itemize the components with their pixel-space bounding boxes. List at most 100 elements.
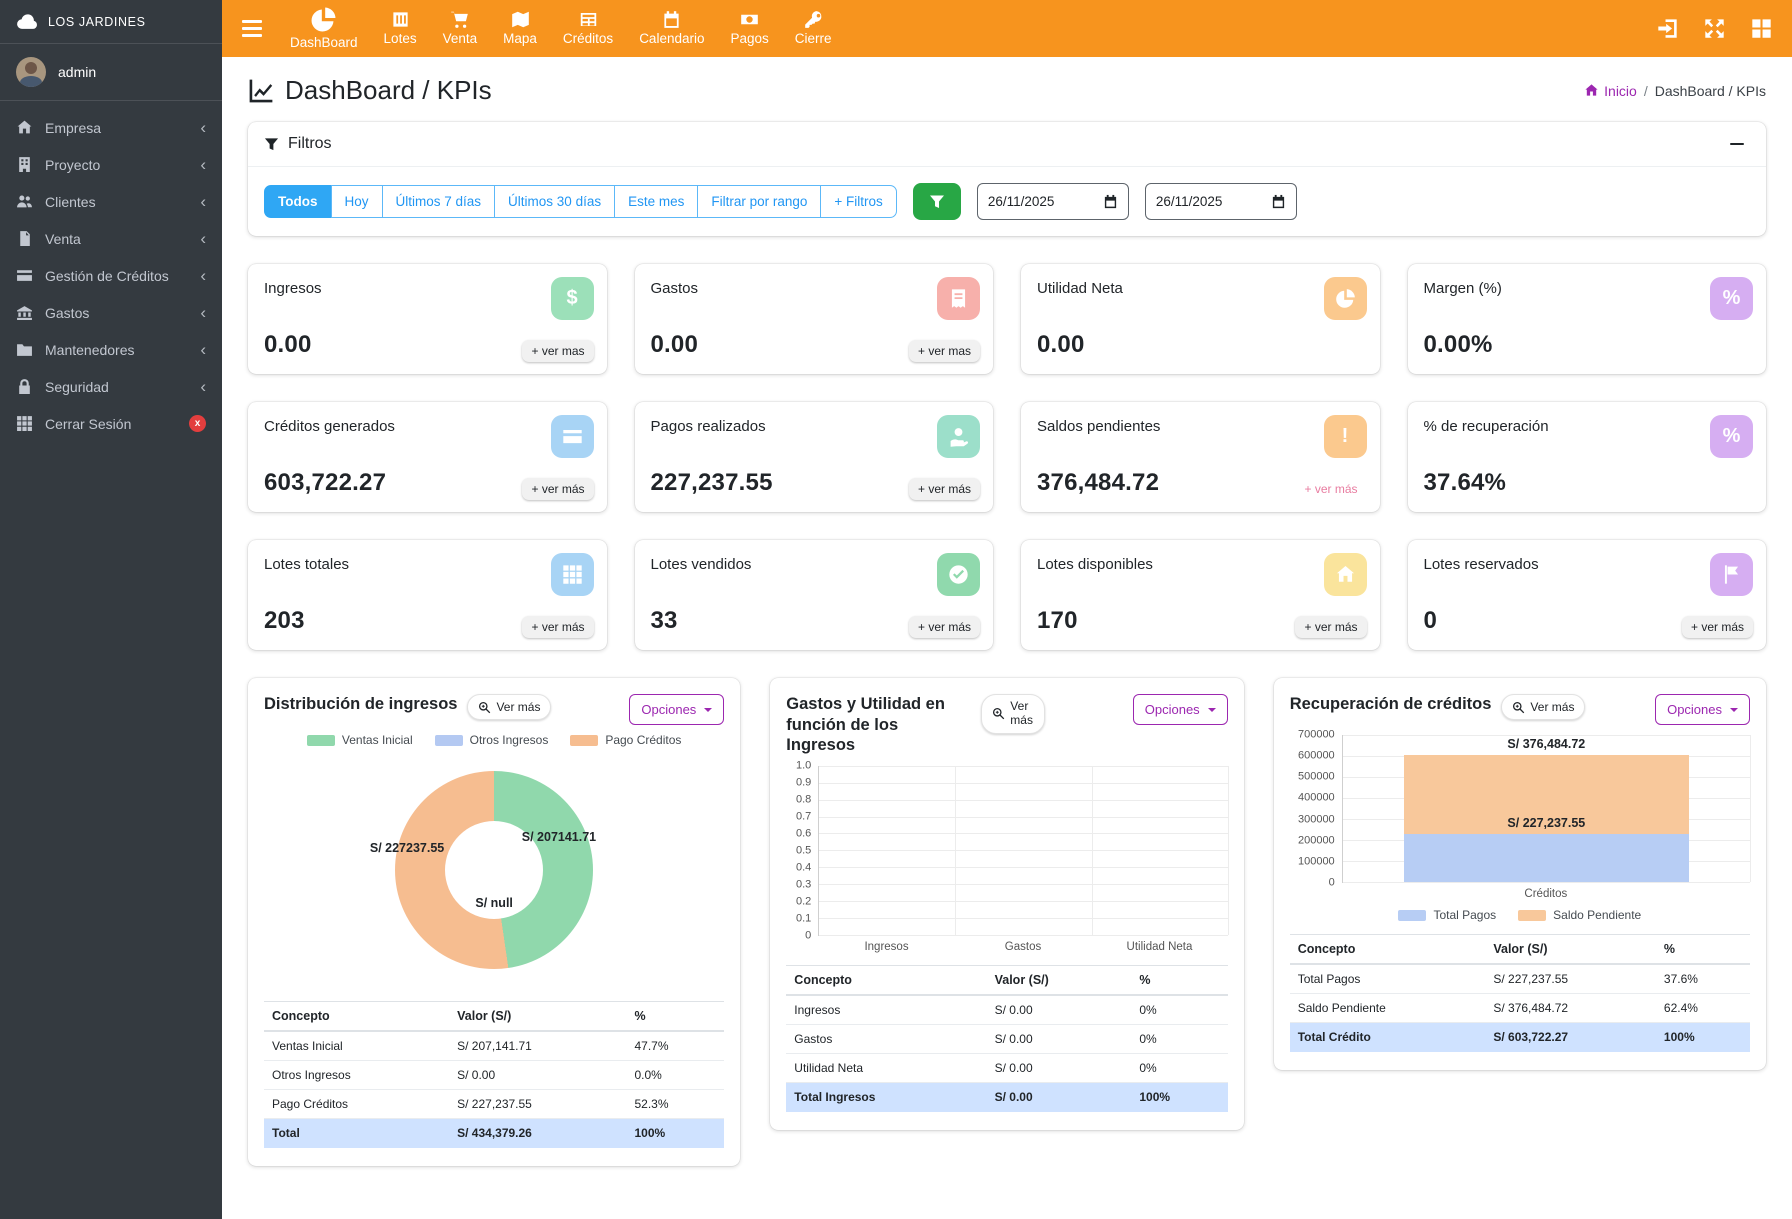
date-from-input[interactable]: 26/11/2025: [976, 183, 1129, 220]
nav-calendario[interactable]: Calendario: [639, 10, 704, 47]
apply-filter-button[interactable]: [912, 183, 961, 220]
ver-mas-link[interactable]: + ver más: [908, 616, 980, 638]
nav-creditos[interactable]: Créditos: [563, 10, 613, 47]
filter-mas-filtros-button[interactable]: + Filtros: [820, 185, 897, 218]
chevron-left-icon: ‹: [200, 192, 206, 211]
zoom-in-icon: [1512, 701, 1525, 714]
donut-legend: Ventas Inicial Otros Ingresos Pago Crédi…: [264, 733, 724, 747]
segment-saldo-pendiente: [1403, 755, 1689, 835]
sidebar-item-label: Venta: [45, 230, 81, 247]
ver-mas-button[interactable]: Ver más: [467, 694, 552, 720]
ver-mas-link[interactable]: + ver más: [1304, 482, 1358, 496]
building-icon: [16, 156, 33, 173]
kpi-value: 0: [1423, 607, 1438, 634]
page-title: DashBoard / KPIs: [248, 75, 492, 106]
kpi-card-utilidad-neta: Utilidad Neta 0.00: [1021, 264, 1380, 374]
sidebar-item-gastos[interactable]: Gastos ‹: [0, 294, 222, 331]
sidebar-item-mantenedores[interactable]: Mantenedores ‹: [0, 331, 222, 368]
brand: LOS JARDINES: [0, 0, 222, 44]
sidebar-item-gestion-creditos[interactable]: Gestión de Créditos ‹: [0, 257, 222, 294]
funnel-icon: [929, 194, 945, 210]
ver-mas-link[interactable]: + ver más: [522, 616, 594, 638]
kpi-value: 0.00%: [1423, 331, 1493, 358]
filters-card: Filtros Todos Hoy Últimos 7 días Últimos…: [248, 122, 1766, 236]
opciones-dropdown[interactable]: Opciones: [1132, 694, 1228, 725]
percent-icon: %: [1710, 415, 1753, 458]
kpi-value: 0.00: [264, 331, 312, 358]
exclamation-circle-icon: !: [1323, 415, 1367, 458]
home-icon: [1323, 553, 1367, 596]
nav-dashboard[interactable]: DashBoard: [290, 6, 358, 51]
filter-7dias-button[interactable]: Últimos 7 días: [381, 185, 496, 218]
ver-mas-button[interactable]: Ver más: [1501, 694, 1586, 720]
opciones-dropdown[interactable]: Opciones: [629, 694, 725, 725]
apps-grid-icon[interactable]: [1751, 18, 1772, 39]
kpi-grid: Ingresos $ 0.00 + ver mas Gastos 0.00 + …: [248, 264, 1766, 650]
date-to-input[interactable]: 26/11/2025: [1144, 183, 1297, 220]
chevron-down-icon: [704, 707, 713, 712]
income-distribution-table: Concepto Valor (S/) % Ventas Inicial S/ …: [264, 1001, 725, 1148]
kpi-card-ingresos: Ingresos $ 0.00 + ver mas: [248, 264, 607, 374]
table-total-row: Total S/ 434,379.26 100%: [264, 1118, 725, 1148]
nav-venta[interactable]: Venta: [443, 10, 477, 47]
ver-mas-link[interactable]: + ver más: [1681, 616, 1753, 638]
breadcrumb-home-link[interactable]: Inicio: [1584, 83, 1637, 99]
table-total-row: Total Ingresos S/ 0.00 100%: [786, 1082, 1228, 1112]
gastos-utilidad-table: Concepto Valor (S/) % Ingresos S/ 0.00 0…: [786, 964, 1228, 1112]
filter-todos-button[interactable]: Todos: [264, 185, 332, 218]
folder-icon: [16, 341, 33, 358]
ver-mas-link[interactable]: + ver más: [522, 478, 594, 500]
nav-mapa[interactable]: Mapa: [503, 10, 537, 47]
kpi-card-lotes-totales: Lotes totales 203 + ver más: [248, 540, 607, 650]
user-panel[interactable]: admin: [0, 44, 222, 101]
login-icon[interactable]: [1657, 18, 1678, 39]
charts-row: Distribución de ingresos Ver más Opcione…: [248, 678, 1766, 1166]
sidebar-item-clientes[interactable]: Clientes ‹: [0, 183, 222, 220]
ver-mas-link[interactable]: + ver mas: [908, 340, 980, 362]
sidebar-item-cerrar-sesion[interactable]: Cerrar Sesión x: [0, 405, 222, 442]
legend-item: Total Pagos: [1398, 908, 1496, 922]
nav-label: DashBoard: [290, 35, 358, 51]
credit-card-icon: [16, 267, 33, 284]
kpi-value: 37.64%: [1423, 469, 1507, 496]
panel-header: Distribución de ingresos Ver más Opcione…: [264, 694, 725, 725]
ver-mas-link[interactable]: + ver mas: [522, 340, 594, 362]
nav-pagos[interactable]: Pagos: [730, 10, 769, 47]
kpi-card-creditos-generados: Créditos generados 603,722.27 + ver más: [248, 402, 607, 512]
chevron-left-icon: ‹: [200, 118, 206, 137]
lots-icon: [391, 10, 410, 29]
breadcrumb-current: DashBoard / KPIs: [1654, 82, 1766, 99]
chart-line-icon: [248, 78, 274, 104]
nav-label: Cierre: [794, 31, 832, 47]
sidebar-item-label: Mantenedores: [45, 341, 135, 358]
nav-lotes[interactable]: Lotes: [384, 10, 417, 47]
donut-chart: S/ 207141.71 S/ 227237.55 S/ null: [264, 751, 724, 989]
kpi-card-gastos: Gastos 0.00 + ver mas: [634, 264, 993, 374]
kpi-value: 603,722.27: [264, 469, 387, 496]
ver-mas-link[interactable]: + ver más: [908, 478, 980, 500]
sidebar-item-proyecto[interactable]: Proyecto ‹: [0, 146, 222, 183]
filter-rango-button[interactable]: Filtrar por rango: [697, 185, 822, 218]
chevron-down-icon: [1730, 707, 1738, 712]
table-row: Saldo Pendiente S/ 376,484.72 62.4%: [1289, 993, 1750, 1023]
filter-este-mes-button[interactable]: Este mes: [614, 185, 699, 218]
legend-item: Saldo Pendiente: [1518, 908, 1641, 922]
nav-label: Lotes: [383, 31, 417, 47]
ver-mas-link[interactable]: + ver más: [1295, 616, 1367, 638]
filter-30dias-button[interactable]: Últimos 30 días: [494, 185, 616, 218]
nav-cierre[interactable]: Cierre: [795, 10, 832, 47]
table-icon: [579, 10, 598, 29]
filters-title: Filtros: [288, 135, 332, 152]
opciones-dropdown[interactable]: Opciones: [1655, 694, 1750, 725]
kpi-card-recuperacion: % de recuperación % 37.64%: [1407, 402, 1766, 512]
legend-swatch: [434, 734, 463, 746]
sidebar-item-seguridad[interactable]: Seguridad ‹: [0, 368, 222, 405]
filter-hoy-button[interactable]: Hoy: [330, 185, 383, 218]
chevron-left-icon: ‹: [200, 155, 206, 174]
hamburger-menu-icon[interactable]: [242, 20, 262, 37]
sidebar-item-empresa[interactable]: Empresa ‹: [0, 109, 222, 146]
fullscreen-icon[interactable]: [1704, 18, 1725, 39]
collapse-button[interactable]: [1724, 139, 1750, 150]
sidebar-item-venta[interactable]: Venta ‹: [0, 220, 222, 257]
ver-mas-button[interactable]: Ver más: [981, 694, 1046, 734]
